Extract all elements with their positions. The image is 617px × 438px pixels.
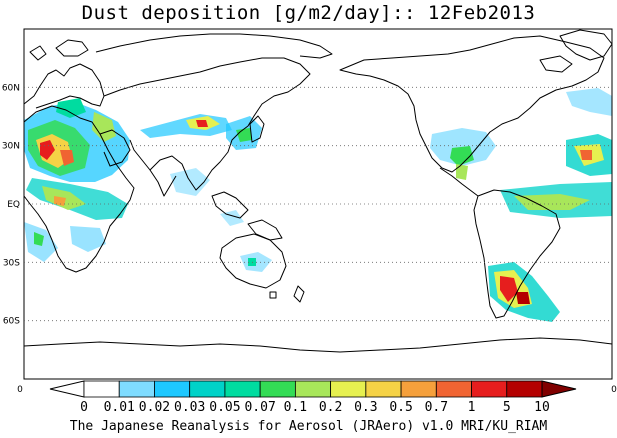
colorbar-tick-label: 0.1	[284, 400, 307, 415]
colorbar-tick-label: 0.07	[244, 400, 275, 415]
latitude-labels: 60N 30N EQ 30S 60S	[2, 83, 20, 326]
colorbar-tick-label: 1	[468, 400, 476, 415]
dust-deposition-field	[24, 88, 612, 322]
colorbar-swatch	[330, 380, 367, 398]
colorbar-swatch	[83, 380, 120, 398]
colorbar-swatch	[259, 380, 296, 398]
colorbar-tick-label: 0	[80, 400, 88, 415]
colorbar-tick-label: 0.05	[209, 400, 240, 415]
colorbar-swatch	[189, 380, 226, 398]
colorbar-tick-label: 0.01	[104, 400, 135, 415]
colorbar-swatch	[154, 380, 191, 398]
latitude-label: 30S	[3, 258, 20, 268]
colorbar-tick-label: 0.7	[425, 400, 448, 415]
colorbar-swatch	[471, 380, 508, 398]
colorbar-low-arrow	[49, 380, 85, 398]
map-title: Dust deposition [g/m2/day]:: 12Feb2013	[81, 2, 536, 24]
colorbar-tick-label: 0.3	[354, 400, 377, 415]
colorbar-tick-label: 10	[534, 400, 550, 415]
latitude-label: 60N	[2, 83, 20, 93]
latitude-label: 30N	[2, 142, 20, 152]
colorbar-tick-label: 0.5	[389, 400, 412, 415]
colorbar-tick-label: 0.2	[319, 400, 342, 415]
coastlines	[23, 29, 613, 353]
dust-plume-gobi	[140, 114, 232, 138]
colorbar-tick-label: 0.03	[174, 400, 205, 415]
left-edge-label: 0	[17, 385, 23, 395]
colorbar-swatch	[506, 380, 543, 398]
latitude-label: EQ	[7, 200, 20, 210]
colorbar-tick-label: 5	[503, 400, 511, 415]
colorbar	[49, 380, 577, 398]
colorbar-tick-label: 0.02	[139, 400, 170, 415]
credit-line: The Japanese Reanalysis for Aerosol (JRA…	[69, 419, 548, 434]
colorbar-swatch	[400, 380, 437, 398]
colorbar-swatch	[118, 380, 155, 398]
right-edge-label: 0	[611, 385, 617, 395]
colorbar-high-arrow	[541, 380, 577, 398]
colorbar-swatch	[294, 380, 332, 398]
colorbar-swatch	[435, 380, 472, 398]
colorbar-labels: 0 0.01 0.02 0.03 0.05 0.07 0.1 0.2 0.3 0.5 0.7 1 5 10	[80, 400, 550, 415]
colorbar-swatch	[365, 380, 402, 398]
latitude-label: 60S	[3, 317, 20, 327]
colorbar-swatch	[224, 380, 261, 398]
